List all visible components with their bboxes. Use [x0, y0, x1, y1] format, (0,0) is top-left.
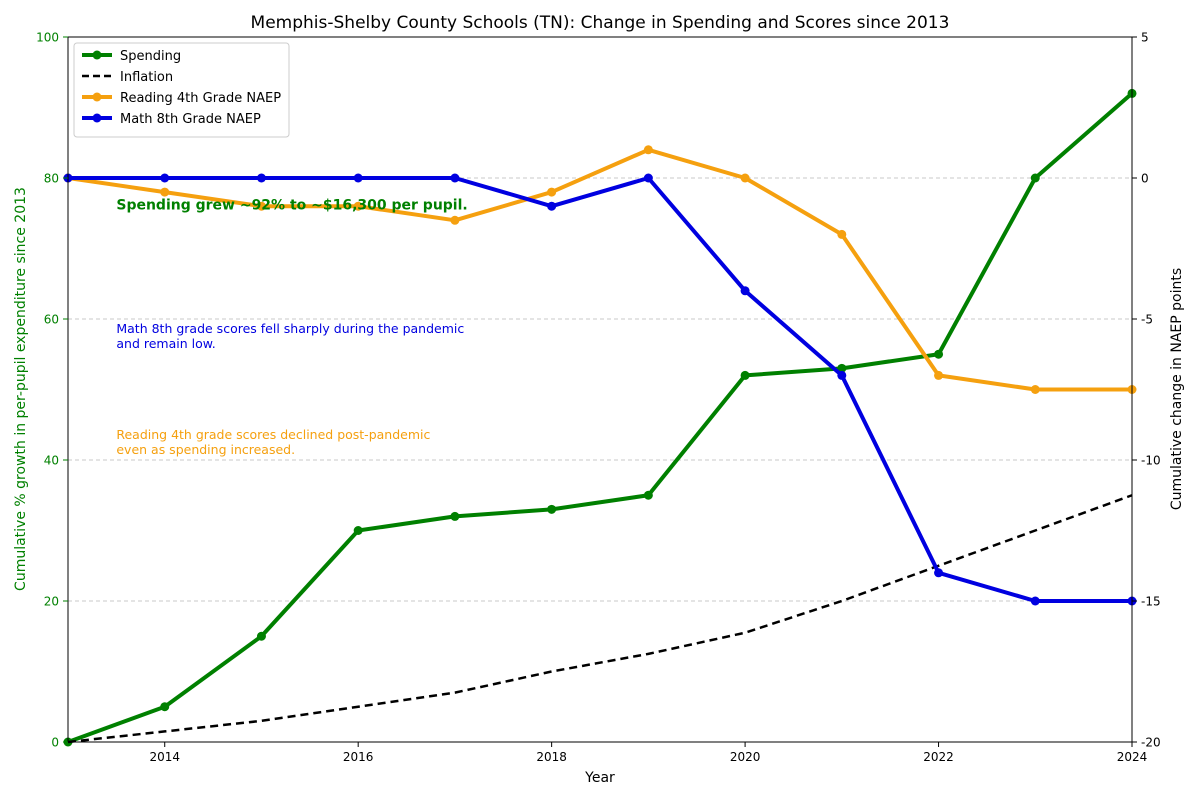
- y-right-tick-label-5: 5: [1141, 31, 1149, 45]
- legend: Spending Inflation Reading 4th Grade NAEP M…: [73, 42, 290, 138]
- series-line-reading-4th-grade-naep: [66, 147, 1134, 392]
- series-point-spending-2022: [934, 349, 944, 359]
- x-tick-label-2022: 2022: [923, 750, 954, 764]
- y-right-tick-label-0: 0: [1141, 172, 1149, 186]
- series-point-reading-4th-grade-naep-2023: [1030, 385, 1040, 394]
- annotation-math-line-2: and remain low.: [116, 336, 215, 351]
- series-line-math-8th-grade-naep: [66, 176, 1134, 603]
- series-point-spending-2020: [740, 370, 750, 380]
- annotation-reading: Reading 4th grade scores declined post-p…: [116, 427, 430, 457]
- series-point-math-8th-grade-naep-2021: [837, 370, 847, 380]
- y-axis-right-title: Cumulative change in NAEP points: [1169, 268, 1185, 510]
- chart-title: Memphis-Shelby County Schools (TN): Chan…: [251, 13, 950, 33]
- annotation-spending-line-1: Spending grew ~92% to ~$16,300 per pupil…: [116, 198, 467, 214]
- y-left-tick-label-40: 40: [44, 454, 59, 468]
- series-point-spending-2023: [1030, 173, 1040, 183]
- x-tick-label-2016: 2016: [343, 750, 374, 764]
- annotation-spending: Spending grew ~92% to ~$16,300 per pupil…: [116, 198, 467, 214]
- series-point-reading-4th-grade-naep-2014: [160, 187, 170, 197]
- series-point-spending-2014: [160, 702, 170, 712]
- series-point-math-8th-grade-naep-2017: [450, 173, 460, 183]
- series-line-inflation: [67, 494, 1133, 744]
- legend-label-math-8th-grade-naep: Math 8th Grade NAEP: [120, 112, 261, 127]
- legend-marker-spending: [92, 50, 102, 60]
- annotation-math: Math 8th grade scores fell sharply durin…: [116, 321, 464, 351]
- series-point-reading-4th-grade-naep-2019: [643, 145, 653, 155]
- series-point-math-8th-grade-naep-2020: [740, 286, 750, 296]
- chart-axes: [67, 36, 1133, 743]
- legend-label-inflation: Inflation: [120, 70, 173, 85]
- series-point-reading-4th-grade-naep-2020: [740, 173, 750, 183]
- y-axis-left-title: Cumulative % growth in per-pupil expendi…: [13, 187, 29, 591]
- legend-label-reading-4th-grade-naep: Reading 4th Grade NAEP: [120, 91, 281, 106]
- annotation-math-line-1: Math 8th grade scores fell sharply durin…: [116, 321, 464, 336]
- y-right-tick-label--15: -15: [1141, 595, 1161, 609]
- chart-annotations: Spending grew ~92% to ~$16,300 per pupil…: [116, 198, 467, 457]
- y-left-tick-label-0: 0: [51, 736, 59, 750]
- chart-ticks: 2014 2016 2018 2020 2022 2024 0 20 40 60 80 100 -20 -…: [36, 31, 1161, 765]
- legend-label-spending: Spending: [120, 49, 181, 64]
- series-point-reading-4th-grade-naep-2021: [837, 229, 847, 239]
- plot-frame: [67, 36, 1133, 743]
- series-point-reading-4th-grade-naep-2018: [547, 187, 557, 197]
- legend-box: [73, 42, 290, 138]
- series-point-reading-4th-grade-naep-2017: [450, 215, 460, 225]
- x-tick-label-2018: 2018: [536, 750, 567, 764]
- grid-lines: [68, 177, 1132, 602]
- series-point-math-8th-grade-naep-2014: [160, 173, 170, 183]
- series-point-spending-2015: [256, 631, 266, 641]
- series-point-reading-4th-grade-naep-2015: [256, 201, 266, 211]
- x-tick-label-2024: 2024: [1117, 750, 1148, 764]
- series-point-math-8th-grade-naep-2023: [1030, 596, 1040, 606]
- series-point-math-8th-grade-naep-2015: [256, 173, 266, 183]
- series-point-spending-2021: [837, 363, 847, 373]
- y-left-tick-label-80: 80: [44, 172, 59, 186]
- x-tick-label-2014: 2014: [149, 750, 180, 764]
- series-point-reading-4th-grade-naep-2022: [934, 370, 944, 380]
- x-tick-label-2020: 2020: [730, 750, 761, 764]
- y-right-tick-label--10: -10: [1141, 454, 1161, 468]
- series-point-math-8th-grade-naep-2016: [353, 173, 363, 183]
- y-left-tick-label-60: 60: [44, 313, 59, 327]
- series-point-spending-2017: [450, 511, 460, 521]
- y-left-tick-label-20: 20: [44, 595, 59, 609]
- x-axis-title: Year: [584, 770, 615, 786]
- series-point-spending-2016: [353, 526, 363, 535]
- series-point-spending-2018: [547, 504, 557, 514]
- chart-series: [63, 88, 1137, 747]
- legend-marker-reading-4th-grade-naep: [92, 92, 102, 102]
- y-right-tick-label--20: -20: [1141, 736, 1161, 750]
- series-point-math-8th-grade-naep-2018: [547, 201, 557, 211]
- annotation-reading-line-1: Reading 4th grade scores declined post-p…: [116, 427, 430, 442]
- series-point-math-8th-grade-naep-2022: [934, 568, 944, 578]
- legend-marker-math-8th-grade-naep: [92, 113, 102, 123]
- series-line-spending: [66, 91, 1134, 744]
- y-right-tick-label--5: -5: [1141, 313, 1153, 327]
- series-point-math-8th-grade-naep-2019: [643, 173, 653, 183]
- series-point-spending-2019: [643, 490, 653, 500]
- annotation-reading-line-2: even as spending increased.: [116, 442, 295, 457]
- series-point-reading-4th-grade-naep-2016: [353, 201, 363, 211]
- y-left-tick-label-100: 100: [36, 31, 59, 45]
